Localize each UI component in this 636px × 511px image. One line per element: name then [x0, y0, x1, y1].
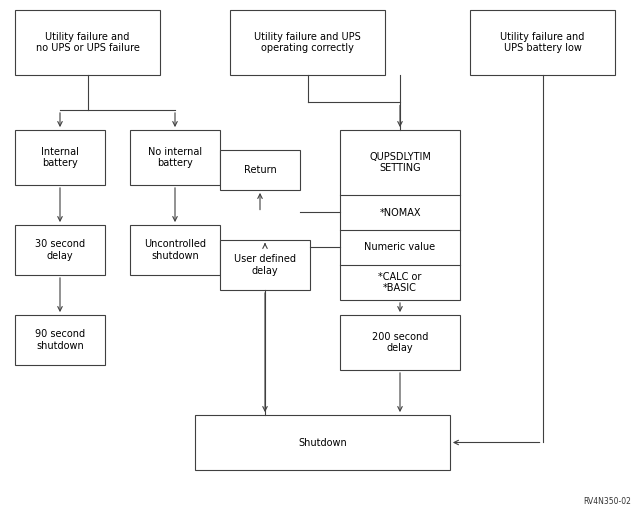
Text: User defined
delay: User defined delay [234, 254, 296, 276]
Text: *NOMAX: *NOMAX [379, 207, 421, 218]
Bar [220, 150, 300, 190]
Bar [130, 130, 220, 185]
Bar [15, 130, 105, 185]
Bar [15, 225, 105, 275]
Bar [230, 10, 385, 75]
Bar [195, 415, 450, 470]
Text: Internal
battery: Internal battery [41, 147, 79, 168]
Bar [220, 240, 310, 290]
Bar [130, 225, 220, 275]
Text: Utility failure and
UPS battery low: Utility failure and UPS battery low [501, 32, 584, 53]
Bar [340, 315, 460, 370]
Text: Utility failure and UPS
operating correctly: Utility failure and UPS operating correc… [254, 32, 361, 53]
Text: 30 second
delay: 30 second delay [35, 239, 85, 261]
Text: QUPSDLYTIM
SETTING: QUPSDLYTIM SETTING [369, 152, 431, 173]
Text: No internal
battery: No internal battery [148, 147, 202, 168]
Bar [15, 10, 160, 75]
Bar [470, 10, 615, 75]
Text: 200 second
delay: 200 second delay [372, 332, 428, 353]
Text: Uncontrolled
shutdown: Uncontrolled shutdown [144, 239, 206, 261]
Bar [340, 130, 460, 300]
Text: Utility failure and
no UPS or UPS failure: Utility failure and no UPS or UPS failur… [36, 32, 139, 53]
Text: *CALC or
*BASIC: *CALC or *BASIC [378, 272, 422, 293]
Text: Shutdown: Shutdown [298, 437, 347, 448]
Text: Numeric value: Numeric value [364, 243, 436, 252]
Text: RV4N350-02: RV4N350-02 [583, 497, 631, 506]
Text: Return: Return [244, 165, 277, 175]
Bar [15, 315, 105, 365]
Text: 90 second
shutdown: 90 second shutdown [35, 329, 85, 351]
